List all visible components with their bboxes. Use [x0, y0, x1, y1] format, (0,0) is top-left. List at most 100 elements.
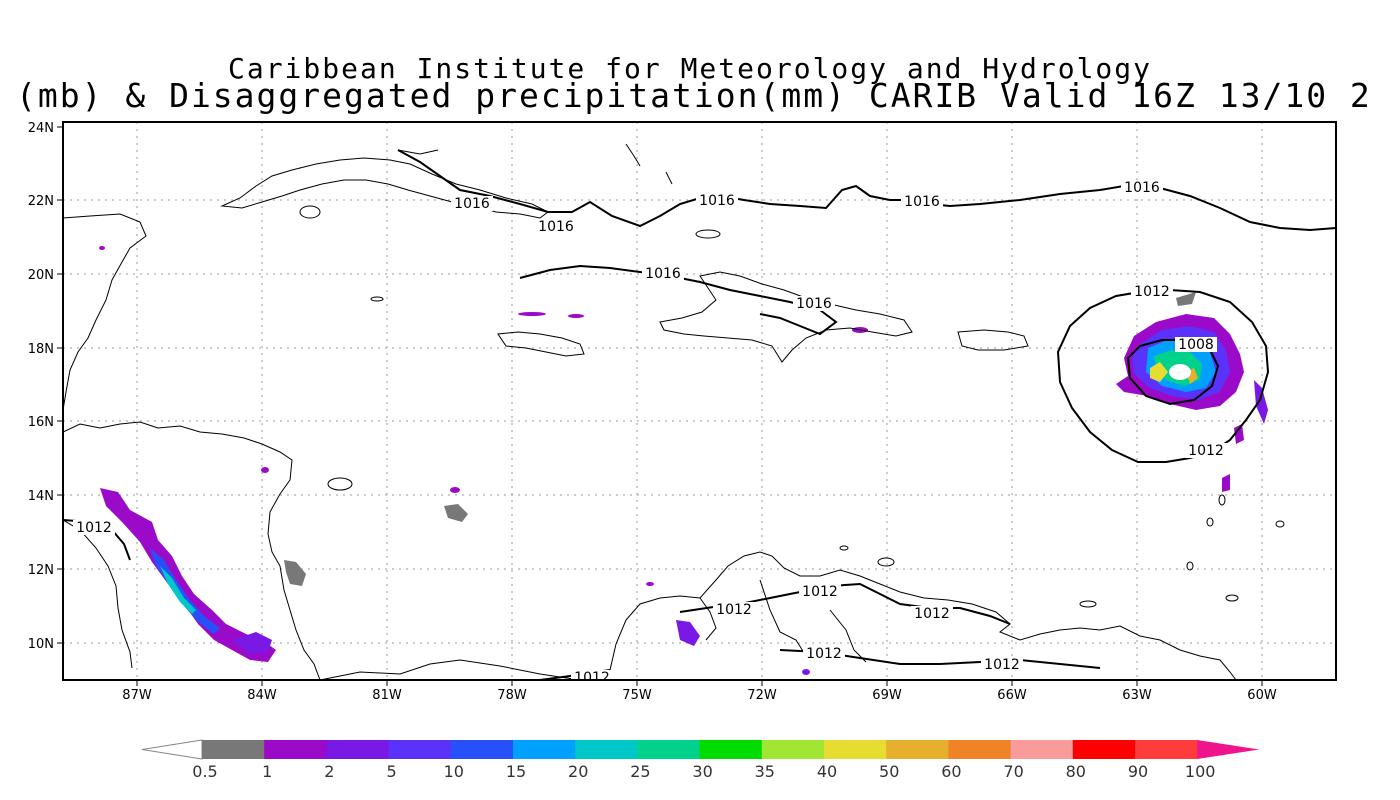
isobar-label-bg [1185, 443, 1227, 458]
colorbar-label: 20 [568, 762, 588, 781]
coast-venezuela-border [829, 609, 867, 663]
precip-colombia [676, 620, 700, 646]
colorbar-label: 35 [755, 762, 775, 781]
lat-label: 22N [28, 194, 54, 209]
lon-label: 72W [747, 688, 777, 703]
isobar-label: 1016 [645, 266, 681, 282]
coast-bahamas-1 [397, 149, 439, 155]
lon-label: 60W [1247, 688, 1277, 703]
colorbar-label: 2 [324, 762, 334, 781]
coast-island-3 [299, 205, 321, 219]
isobar-label-bg [803, 646, 845, 661]
lat-label: 18N [28, 342, 54, 357]
coast-island-2 [370, 296, 384, 302]
precip-small-4 [646, 582, 654, 586]
coast-central-america [63, 421, 321, 680]
coast-island-12 [1225, 594, 1239, 602]
colorbar-label: 10 [444, 762, 464, 781]
colorbar-label: 0.5 [192, 762, 217, 781]
colorbar-segment [699, 740, 763, 759]
colorbar-left-arrow [141, 739, 203, 760]
precipitation-shading [99, 246, 1268, 675]
precip-storm-hot [1150, 362, 1168, 382]
isobar-label: 1012 [806, 646, 842, 662]
coast-island-11 [1079, 600, 1097, 608]
lon-label: 75W [622, 688, 652, 703]
isobar-label: 1012 [1188, 443, 1224, 459]
isobar-label-bg [1131, 284, 1173, 299]
colorbar-label: 1 [262, 762, 272, 781]
lon-label: 66W [997, 688, 1027, 703]
coast-bahamas-3 [665, 171, 673, 185]
lat-label: 16N [28, 415, 54, 430]
coast-yucatan [63, 213, 147, 411]
precip-central-america-core [150, 548, 220, 634]
coast-maracaibo [759, 579, 807, 657]
precip-small-3 [450, 487, 460, 493]
isobar-label-bg [713, 602, 755, 617]
lon-label: 87W [122, 688, 152, 703]
isobar-label-bg [911, 606, 953, 621]
colorbar-label: 70 [1003, 762, 1023, 781]
lon-label: 81W [372, 688, 402, 703]
isobar-label: 1016 [796, 296, 832, 312]
map-layers: 1016 1016 1016 1016 1016 1016 1016 1012 1008 1012… [63, 143, 1336, 680]
coast-island-10 [839, 545, 849, 551]
map-frame-bg [63, 122, 1336, 680]
isobar-label: 1012 [802, 584, 838, 600]
isobar-label-bg [799, 584, 841, 599]
isobar-label-bg [1175, 337, 1217, 352]
colorbar-label: 80 [1066, 762, 1086, 781]
coast-jamaica [497, 331, 585, 357]
coast-island-4 [695, 229, 721, 239]
colorbar-label: 25 [630, 762, 650, 781]
isobar-label: 1016 [1124, 180, 1160, 196]
precip-venezuela [802, 669, 810, 675]
isobar-label: 1016 [904, 194, 940, 210]
axis-ticks [57, 126, 1263, 686]
precip-storm-tail-2 [1234, 424, 1244, 444]
colorbar-segment [761, 740, 825, 759]
coast-island-8 [1275, 520, 1285, 528]
colorbar-segment [202, 740, 265, 759]
isobar-label-bg [1121, 180, 1163, 195]
precip-small-1 [261, 467, 269, 473]
latitude-labels: 24N 22N 20N 18N 16N 14N 12N 10N [28, 121, 54, 652]
lat-label: 20N [28, 268, 54, 283]
isobar-label: 1012 [1134, 284, 1170, 300]
colorbar-segment [264, 740, 327, 759]
colorbar-right-arrow [1197, 740, 1260, 759]
colorbar-labels: 0.5 1 2 5 10 15 20 25 30 35 40 50 60 70 80 90 100 [192, 762, 1215, 781]
isobar-label-bg [696, 193, 738, 208]
colorbar-label: 40 [817, 762, 837, 781]
colorbar-label: 90 [1128, 762, 1148, 781]
map-title-line-1: Caribbean Institute for Meteorology and … [227, 52, 1152, 85]
isobar-labels: 1016 1016 1016 1016 1016 1016 1016 1012 1008 1012… [73, 180, 1227, 680]
isobar-label: 1012 [914, 606, 950, 622]
colorbar-segment [948, 740, 1012, 759]
colorbar-segment [824, 740, 887, 759]
lon-label: 63W [1122, 688, 1152, 703]
colorbar-segment [388, 740, 452, 759]
isobar-label-bg [73, 520, 115, 535]
coast-guajira [699, 597, 717, 641]
precip-jamaica-1 [518, 312, 546, 316]
isobar-label: 1012 [984, 657, 1020, 673]
precip-storm-tail-1 [1254, 380, 1268, 424]
colorbar-segment [450, 740, 514, 759]
colorbar-segment [886, 740, 949, 759]
isobar-label-bg [451, 196, 493, 211]
isobar-label: 1016 [454, 196, 490, 212]
lat-label: 24N [28, 121, 54, 136]
colorbar-segment [513, 740, 576, 759]
isobar-label-bg [535, 219, 577, 234]
lat-label: 12N [28, 563, 54, 578]
precip-central-america-core-2 [160, 566, 196, 614]
isobar-label: 1012 [716, 602, 752, 618]
colorbar-label: 30 [692, 762, 712, 781]
colorbar-segment [1135, 740, 1198, 759]
isobar-label-bg [981, 657, 1023, 672]
coast-cuba [220, 157, 549, 219]
colorbar-label: 5 [387, 762, 397, 781]
